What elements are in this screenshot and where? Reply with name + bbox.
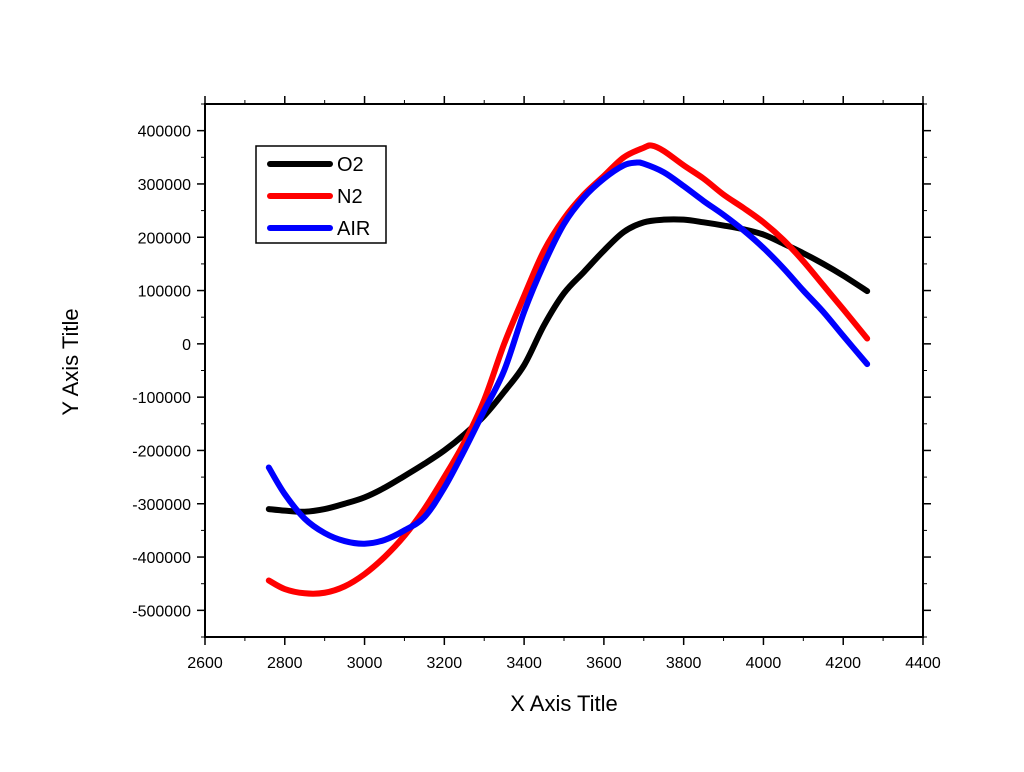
- x-tick-label: 2800: [267, 655, 303, 672]
- series-line-air: [265, 159, 871, 547]
- x-tick-label: 4400: [905, 655, 941, 672]
- series-line-o2: [265, 216, 871, 515]
- x-tick-label: 3800: [666, 655, 702, 672]
- x-tick-label: 3000: [347, 655, 383, 672]
- legend-items: O2 N2 AIR: [267, 154, 370, 240]
- y-axis-title: Y Axis Title: [58, 308, 83, 415]
- y-tick-label: -300000: [132, 497, 191, 514]
- y-tick-label: -400000: [132, 550, 191, 567]
- y-tick-label: 200000: [138, 230, 191, 247]
- y-tick-label: 0: [182, 337, 191, 354]
- y-tick-label: -500000: [132, 603, 191, 620]
- series-layer: [265, 142, 871, 597]
- y-tick-label: 300000: [138, 177, 191, 194]
- legend-label-air: AIR: [337, 218, 370, 240]
- x-tick-label: 4000: [746, 655, 782, 672]
- x-tick-label: 3200: [427, 655, 463, 672]
- y-tick-label: 400000: [138, 124, 191, 141]
- legend: O2 N2 AIR: [255, 145, 387, 244]
- plot-area: 2600 2800 3000 3200 3400 3600 3800 4000 4200 4400…: [132, 96, 941, 672]
- y-tick-label: 100000: [138, 284, 191, 301]
- legend-label-o2: O2: [337, 154, 364, 176]
- x-axis-title: X Axis Title: [510, 691, 618, 716]
- y-tick-label: -200000: [132, 443, 191, 460]
- y-tick-label: -100000: [132, 390, 191, 407]
- x-tick-label: 3600: [586, 655, 622, 672]
- y-axis-ticks: -500000 -400000 -300000 -200000 -100000 0 1000…: [132, 103, 931, 638]
- x-tick-label: 4200: [825, 655, 861, 672]
- x-tick-label: 2600: [187, 655, 223, 672]
- x-axis-ticks: 2600 2800 3000 3200 3400 3600 3800 4000 4200 4400: [187, 96, 941, 672]
- x-tick-label: 3400: [506, 655, 542, 672]
- legend-label-n2: N2: [337, 186, 363, 208]
